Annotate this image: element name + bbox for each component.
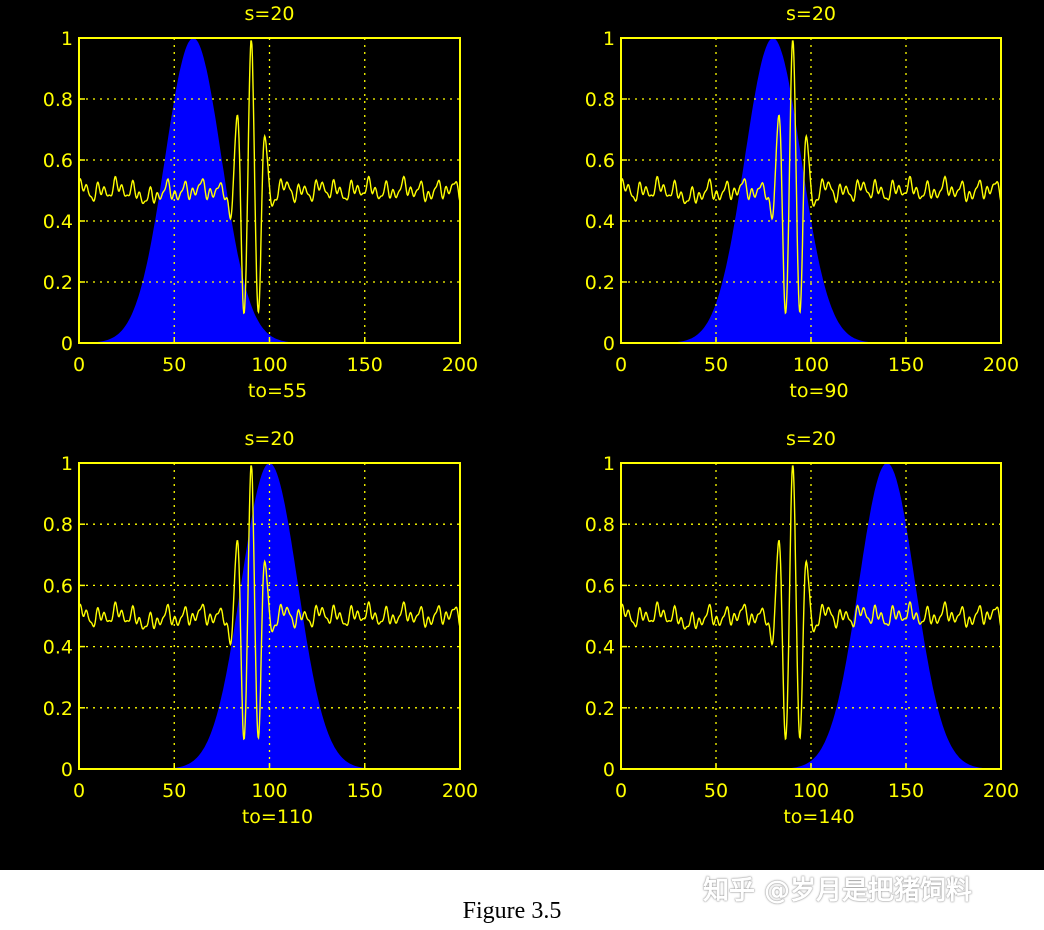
signal-line — [620, 465, 1002, 741]
x-axis-label: to=90 — [789, 380, 848, 402]
x-tick-label: 150 — [347, 354, 383, 376]
y-tick-label: 0.6 — [43, 575, 73, 597]
x-tick-label: 100 — [251, 354, 287, 376]
y-tick-label: 0.6 — [43, 150, 73, 172]
x-tick-label: 150 — [347, 780, 383, 802]
y-tick-label: 0.8 — [43, 514, 73, 536]
y-tick-label: 0.8 — [43, 89, 73, 111]
gaussian-window-area — [84, 38, 312, 343]
y-tick-label: 0 — [603, 759, 615, 781]
signal-line — [78, 40, 461, 315]
y-tick-label: 0.4 — [585, 637, 615, 659]
y-tick-label: 0 — [61, 333, 73, 355]
x-tick-label: 100 — [251, 780, 287, 802]
x-tick-label: 0 — [615, 780, 627, 802]
figure-panel: 0 50 100 150 200 0 0.2 0.4 0.6 0.8 1 s=20 to=55 0 50 10… — [0, 0, 1044, 870]
x-tick-label: 200 — [442, 354, 478, 376]
y-tick-label: 0.8 — [585, 89, 615, 111]
x-tick-label: 100 — [793, 780, 829, 802]
x-axis-label: to=140 — [783, 806, 854, 828]
x-tick-label: 200 — [442, 780, 478, 802]
signal-line — [78, 465, 461, 741]
y-tick-label: 0 — [603, 333, 615, 355]
y-tick-label: 1 — [603, 28, 615, 50]
y-tick-label: 1 — [603, 453, 615, 475]
subplot-3: 0 50 100 150 200 0 0.2 0.4 0.6 0.8 1 s=20 to=110 — [43, 428, 478, 828]
gaussian-window-area — [659, 38, 887, 343]
gaussian-window-area — [735, 463, 1001, 769]
x-tick-label: 50 — [162, 780, 186, 802]
subplot-1: 0 50 100 150 200 0 0.2 0.4 0.6 0.8 1 s=20 to=55 — [43, 3, 478, 402]
x-tick-label: 0 — [73, 780, 85, 802]
x-tick-label: 50 — [162, 354, 186, 376]
y-tick-label: 0.2 — [585, 272, 615, 294]
x-axis-label: to=110 — [242, 806, 313, 828]
y-tick-label: 0.6 — [585, 150, 615, 172]
y-tick-label: 0.4 — [585, 211, 615, 233]
x-axis-label: to=55 — [248, 380, 307, 402]
subplot-title: s=20 — [786, 3, 836, 25]
subplot-title: s=20 — [245, 3, 295, 25]
y-tick-label: 0.6 — [585, 575, 615, 597]
y-tick-label: 1 — [61, 453, 73, 475]
y-tick-label: 0.2 — [43, 698, 73, 720]
x-tick-label: 50 — [704, 354, 728, 376]
y-tick-label: 1 — [61, 28, 73, 50]
signal-line — [620, 40, 1002, 315]
x-tick-label: 0 — [73, 354, 85, 376]
x-tick-label: 100 — [793, 354, 829, 376]
y-tick-label: 0.2 — [43, 272, 73, 294]
subplot-2: 0 50 100 150 200 0 0.2 0.4 0.6 0.8 1 s=20 to=90 — [585, 3, 1019, 402]
subplot-4: 0 50 100 150 200 0 0.2 0.4 0.6 0.8 1 s=20 to=140 — [585, 428, 1019, 828]
subplot-title: s=20 — [245, 428, 295, 450]
x-tick-label: 50 — [704, 780, 728, 802]
x-tick-label: 150 — [888, 354, 924, 376]
y-tick-label: 0.4 — [43, 637, 73, 659]
figure-caption: Figure 3.5 — [462, 898, 562, 924]
y-tick-label: 0.4 — [43, 211, 73, 233]
x-tick-label: 200 — [983, 780, 1019, 802]
x-tick-label: 0 — [615, 354, 627, 376]
y-tick-label: 0.8 — [585, 514, 615, 536]
y-tick-label: 0 — [61, 759, 73, 781]
x-tick-label: 200 — [983, 354, 1019, 376]
subplot-title: s=20 — [786, 428, 836, 450]
x-tick-label: 150 — [888, 780, 924, 802]
y-tick-label: 0.2 — [585, 698, 615, 720]
watermark: 知乎 @岁月是把猪饲料 — [703, 876, 973, 906]
